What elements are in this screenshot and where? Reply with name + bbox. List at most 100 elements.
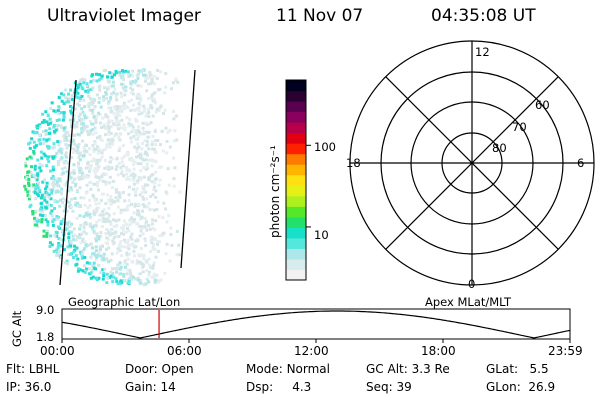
emission-pixel: [130, 221, 134, 225]
emission-pixel: [78, 95, 82, 98]
emission-pixel: [118, 109, 122, 113]
emission-pixel: [118, 195, 122, 199]
emission-pixel: [154, 195, 158, 199]
emission-pixel: [147, 76, 151, 80]
emission-pixel: [119, 279, 123, 283]
emission-pixel: [170, 243, 174, 247]
emission-pixel: [138, 281, 142, 285]
emission-pixel: [40, 193, 44, 197]
time-axis-ticks: [61, 339, 571, 343]
emission-pixel: [152, 97, 156, 101]
emission-pixel: [148, 250, 152, 253]
emission-pixel: [67, 237, 71, 241]
emission-pixel: [100, 192, 104, 196]
emission-pixel: [83, 116, 87, 120]
emission-pixel: [77, 162, 80, 166]
color-scale-segment: [286, 185, 306, 197]
emission-pixel: [105, 193, 109, 197]
emission-pixel: [143, 237, 147, 241]
time-tick-0600: 06:00: [167, 344, 202, 358]
emission-pixel: [147, 111, 151, 114]
emission-pixel: [125, 168, 129, 172]
emission-pixel: [80, 232, 84, 236]
emission-pixel: [160, 129, 164, 133]
emission-pixel: [90, 102, 94, 106]
emission-pixel: [125, 251, 129, 255]
emission-pixel: [86, 90, 90, 94]
emission-pixel: [145, 139, 149, 143]
emission-pixel: [144, 150, 148, 154]
emission-pixel: [119, 208, 123, 212]
emission-pixel: [47, 132, 51, 135]
emission-pixel: [129, 109, 133, 112]
emission-pixel: [58, 147, 62, 151]
emission-pixel: [92, 251, 96, 255]
emission-pixel: [126, 257, 130, 261]
emission-pixel: [143, 217, 147, 220]
emission-pixel: [104, 91, 108, 94]
emission-pixel: [76, 91, 80, 95]
emission-pixel: [82, 215, 86, 219]
emission-pixel: [151, 147, 155, 151]
emission-pixel: [165, 242, 169, 246]
emission-pixel: [25, 176, 29, 179]
emission-pixel: [72, 250, 76, 254]
emission-pixel: [85, 82, 89, 86]
emission-pixel: [89, 120, 92, 124]
emission-pixel: [84, 89, 88, 93]
emission-pixel: [131, 158, 135, 162]
emission-pixel: [121, 191, 125, 194]
emission-pixel: [138, 178, 142, 182]
emission-pixel: [77, 104, 81, 107]
emission-pixel: [57, 243, 61, 247]
emission-pixel: [101, 148, 105, 152]
emission-pixel: [90, 109, 94, 112]
emission-pixel: [36, 192, 39, 196]
emission-pixel: [88, 215, 92, 219]
emission-pixel: [88, 97, 92, 100]
emission-pixel: [106, 142, 110, 146]
emission-pixel: [41, 180, 45, 184]
emission-pixel: [78, 186, 82, 190]
emission-pixel: [146, 108, 150, 111]
emission-pixel: [60, 229, 64, 232]
emission-pixel: [65, 184, 69, 188]
emission-pixel: [62, 126, 66, 130]
info-glon: GLon: 26.9: [486, 380, 556, 394]
emission-pixel: [139, 225, 143, 229]
emission-pixel: [67, 97, 71, 101]
emission-pixel: [73, 124, 77, 128]
emission-pixel: [77, 143, 81, 146]
emission-pixel: [70, 222, 73, 226]
emission-pixel: [152, 208, 156, 212]
emission-pixel: [39, 207, 43, 211]
emission-pixel: [123, 261, 127, 265]
emission-pixel: [153, 228, 157, 232]
emission-pixel: [82, 247, 86, 251]
emission-pixel: [24, 187, 28, 191]
emission-pixel: [142, 166, 146, 170]
emission-pixel: [82, 146, 86, 150]
emission-pixel: [94, 202, 98, 206]
emission-pixel: [137, 145, 141, 149]
emission-pixel: [165, 151, 169, 155]
emission-pixel: [154, 255, 158, 259]
emission-pixel: [38, 213, 42, 217]
emission-pixel: [125, 272, 129, 276]
lat-label-60: 60: [535, 98, 550, 112]
emission-pixel: [95, 249, 98, 252]
emission-pixel: [132, 167, 136, 171]
emission-pixel: [66, 131, 70, 135]
emission-pixel: [157, 183, 161, 187]
emission-pixel: [144, 76, 148, 80]
emission-pixel: [128, 223, 132, 227]
emission-pixel: [27, 142, 31, 146]
emission-pixel: [96, 181, 100, 184]
emission-pixel: [115, 164, 119, 168]
emission-pixel: [60, 190, 63, 194]
emission-pixel: [91, 144, 95, 148]
emission-pixel: [153, 148, 156, 151]
emission-pixel: [119, 211, 123, 215]
emission-pixel: [150, 158, 154, 162]
emission-pixel: [149, 265, 153, 269]
